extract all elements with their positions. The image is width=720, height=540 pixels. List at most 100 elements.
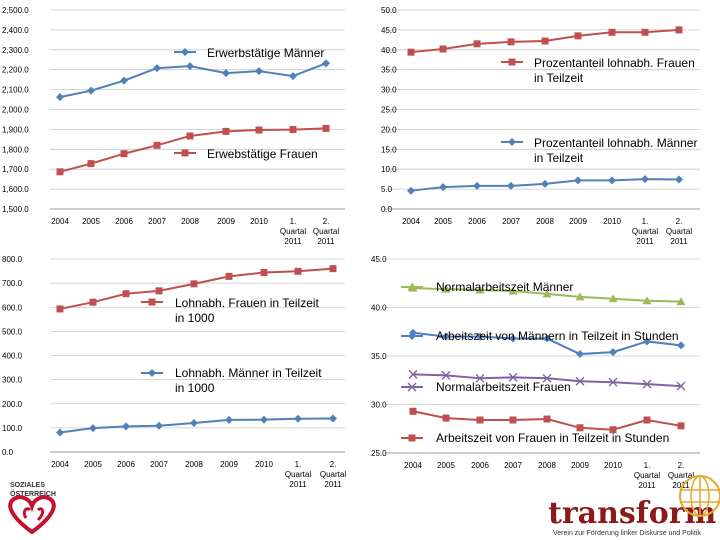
data-point [575,292,585,301]
x-tick-label: 2011 [317,237,335,246]
y-tick-label: 40.0 [371,304,387,313]
data-point [442,414,450,422]
x-tick-label: 2009 [571,461,589,470]
data-point [190,280,198,288]
data-point [89,424,97,433]
y-tick-label: 300.0 [2,376,23,385]
legend-label: Erwebstätige Frauen [207,147,318,161]
data-point [542,373,552,383]
legend-label: in 1000 [175,311,215,325]
y-tick-label: 1,800.0 [2,145,29,154]
data-point [609,426,617,434]
y-tick-label: 600.0 [2,303,23,312]
data-point [289,72,297,81]
x-tick-label: Quartal [285,470,311,479]
x-tick-label: 2007 [148,217,166,226]
chart-3: 0.0 100.0 200.0 300.0 400.0 500.0 600.0 700.0 80… [2,255,346,489]
data-point [89,298,97,306]
legend-marker [408,434,416,442]
x-tick-label: 1. [295,460,302,469]
x-tick-label: Quartal [280,227,306,236]
x-tick-label: 2006 [471,461,489,470]
x-tick-label: Quartal [666,227,692,236]
data-point [676,381,686,391]
y-tick-label: 30.0 [371,401,387,410]
data-point [409,407,417,415]
data-point [153,141,161,149]
data-point [407,48,415,56]
y-tick-label: 5.0 [381,185,393,194]
y-tick-label: 2,200.0 [2,66,29,75]
x-tick-label: 2010 [604,461,622,470]
legend-label: in Teilzeit [534,71,584,85]
data-point [222,127,230,135]
y-tick-label: 1,600.0 [2,185,29,194]
chart-2: 0.0 5.0 10.0 15.0 20.0 25.0 30.0 35.0 40.0 45.0 50… [381,6,700,246]
y-tick-label: 2,400.0 [2,26,29,35]
data-point [508,286,518,295]
x-tick-label: Quartal [632,227,658,236]
data-point [186,62,194,71]
data-point [542,289,552,298]
data-point [222,69,230,78]
data-point [56,428,64,437]
data-point [329,414,337,423]
data-point [608,176,616,185]
x-tick-label: 2005 [82,217,100,226]
data-point [153,64,161,73]
data-point [473,40,481,48]
x-tick-label: Quartal [634,471,660,480]
legend-label: Lohnabh. Frauen in Teilzeit [175,296,320,310]
x-tick-label: Quartal [320,470,346,479]
legend-label: Arbeitszeit von Frauen in Teilzeit in St… [436,431,669,445]
x-tick-label: 2. [323,217,330,226]
data-point [408,369,418,379]
data-point [329,265,337,273]
data-point [87,160,95,168]
legend-marker [508,138,516,146]
data-point [289,126,297,134]
x-tick-label: 2005 [437,461,455,470]
y-tick-label: 50.0 [381,6,397,15]
data-point [676,297,686,306]
y-tick-label: 400.0 [2,352,23,361]
y-tick-label: 20.0 [381,125,397,134]
data-point [509,416,517,424]
data-point [677,341,685,350]
x-tick-label: 2004 [51,460,69,469]
data-point [122,290,130,298]
x-tick-label: 2011 [284,237,302,246]
x-tick-label: 1. [644,461,651,470]
data-point [56,168,64,176]
x-tick-label: 2006 [115,217,133,226]
data-point [608,28,616,36]
legend-label: in Teilzeit [534,151,584,165]
y-tick-label: 2,000.0 [2,106,29,115]
y-tick-label: 25.0 [381,106,397,115]
x-tick-label: 2011 [324,480,342,489]
data-point [56,305,64,313]
x-tick-label: 2007 [504,461,522,470]
data-point [541,179,549,188]
y-tick-label: 0.0 [2,448,14,457]
heart-icon [22,507,45,522]
data-point [643,416,651,424]
y-tick-label: 25.0 [371,449,387,458]
legend-marker [508,58,516,66]
data-point [441,370,451,380]
series-line [59,417,334,434]
y-tick-label: 45.0 [371,255,387,264]
y-tick-label: 45.0 [381,26,397,35]
data-point [543,334,551,343]
legend-marker [148,298,156,306]
y-tick-label: 10.0 [381,165,397,174]
x-tick-label: 2005 [84,460,102,469]
data-point [322,124,330,132]
data-point [476,332,484,341]
x-tick-label: 2010 [250,217,268,226]
x-tick-label: 2011 [636,237,654,246]
y-tick-label: 100.0 [2,424,23,433]
x-tick-label: 2. [678,461,685,470]
data-point [155,421,163,430]
